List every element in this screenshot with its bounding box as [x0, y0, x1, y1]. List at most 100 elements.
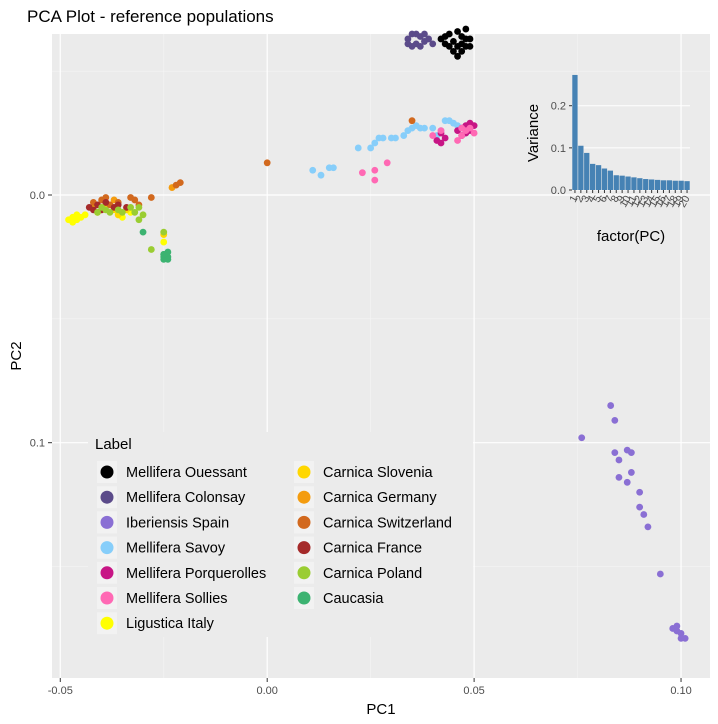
data-point — [578, 434, 586, 442]
data-point — [160, 238, 168, 246]
inset-x-tick-label: 13 — [635, 193, 651, 209]
legend-item-label: Mellifera Colonsay — [126, 490, 246, 506]
data-point — [164, 256, 172, 263]
legend-key-marker — [297, 490, 311, 504]
data-point — [644, 523, 652, 531]
legend-item-label: Mellifera Savoy — [126, 541, 226, 557]
legend-item-label: Iberiensis Spain — [126, 515, 229, 531]
data-point — [470, 129, 478, 137]
inset-x-tick-label: 14 — [641, 193, 657, 209]
data-point — [441, 33, 449, 40]
inset-x-tick-label: 17 — [659, 193, 675, 209]
data-point — [636, 488, 644, 496]
data-point — [135, 203, 143, 211]
x-tick-label: 0.00 — [256, 685, 277, 697]
inset-bar — [572, 74, 578, 190]
data-point — [458, 47, 466, 55]
data-point — [139, 211, 147, 219]
data-point — [640, 511, 648, 518]
data-point — [425, 35, 432, 43]
data-point — [466, 124, 474, 132]
data-point — [263, 159, 271, 167]
legend-item-label: Carnica Poland — [323, 566, 422, 582]
data-point — [677, 630, 685, 637]
y-axis-label: PC2 — [8, 341, 25, 370]
inset-y-axis-label: Variance — [525, 104, 542, 162]
data-point — [81, 211, 89, 219]
inset-bar — [631, 177, 637, 190]
inset-x-tick-label: 5 — [591, 193, 604, 204]
y-tick-label: 0.1 — [30, 438, 45, 450]
inset-bar — [619, 175, 625, 190]
inset-x-tick-label: 3 — [579, 193, 592, 204]
x-tick-label: -0.05 — [48, 685, 73, 697]
inset-x-tick-label: 9 — [614, 193, 627, 204]
data-point — [429, 124, 437, 132]
data-point — [106, 208, 114, 216]
legend-item-label: Mellifera Sollies — [126, 591, 228, 607]
data-point — [400, 132, 408, 139]
legend-background — [88, 432, 473, 637]
inset-x-tick-label: 15 — [647, 193, 663, 209]
legend-key-marker — [297, 541, 311, 555]
legend-key-marker — [100, 591, 114, 605]
series-mellifera-colonsay — [404, 30, 437, 50]
x-tick-label: 0.10 — [670, 685, 691, 697]
inset-x-tick-label: 10 — [617, 193, 633, 209]
data-point — [441, 134, 449, 142]
legend-key-marker — [297, 591, 311, 605]
axes: -0.05 0.00 0.05 0.10 0.0 0.1 — [30, 190, 692, 697]
legend-item-label: Mellifera Ouessant — [126, 465, 247, 481]
legend-key-marker — [297, 465, 311, 479]
data-point — [462, 25, 470, 33]
series-carnica-poland — [94, 203, 168, 253]
data-point — [160, 251, 168, 258]
inset-bar — [666, 180, 673, 190]
data-point — [404, 40, 412, 48]
data-point — [421, 30, 428, 38]
inset-y-tick-label: 0.1 — [551, 143, 566, 155]
legend-key-marker — [297, 515, 311, 529]
data-point — [636, 503, 644, 511]
inset-x-tick-label: 19 — [671, 193, 687, 209]
inset-bar — [660, 180, 667, 190]
legend-item-label: Caucasia — [323, 591, 384, 607]
scatter-points — [65, 25, 689, 642]
series-iberiensis-spain — [578, 402, 689, 642]
data-point — [354, 144, 362, 152]
data-point — [139, 228, 147, 236]
data-point — [611, 417, 619, 424]
inset-bar — [648, 179, 655, 190]
inset-x-tick-label: 2 — [573, 193, 586, 204]
inset-bar — [601, 168, 608, 190]
legend-key-marker — [100, 490, 114, 504]
data-point — [437, 127, 445, 134]
inset-x-tick-label: 4 — [585, 193, 598, 204]
x-axis-label: PC1 — [366, 701, 395, 718]
inset-y-tick-label: 0.0 — [551, 185, 566, 197]
legend-key-marker — [100, 465, 114, 479]
inset-bar — [684, 181, 690, 190]
legend-key-marker — [100, 515, 114, 529]
data-point — [404, 35, 412, 43]
data-point — [160, 228, 168, 236]
inset-x-tick-label: 8 — [609, 193, 622, 204]
data-point — [673, 622, 681, 630]
inset-x-tick-label: 12 — [629, 193, 645, 209]
data-point — [94, 208, 101, 216]
inset-x-tick-label: 11 — [624, 193, 640, 209]
data-point — [429, 40, 437, 48]
data-point — [454, 28, 461, 35]
data-point — [454, 52, 461, 60]
legend-item-label: Carnica France — [323, 541, 422, 557]
series-mellifera-sollies — [358, 124, 478, 184]
data-point — [421, 124, 428, 132]
legend: Label Mellifera Ouessant Mellifera Colons… — [88, 432, 473, 637]
series-ligustica-italy — [65, 208, 168, 246]
x-tick-label: 0.05 — [463, 685, 484, 697]
legend-key-marker — [100, 566, 114, 580]
inset-bar — [584, 152, 590, 190]
data-point — [681, 634, 689, 642]
data-point — [615, 473, 623, 481]
